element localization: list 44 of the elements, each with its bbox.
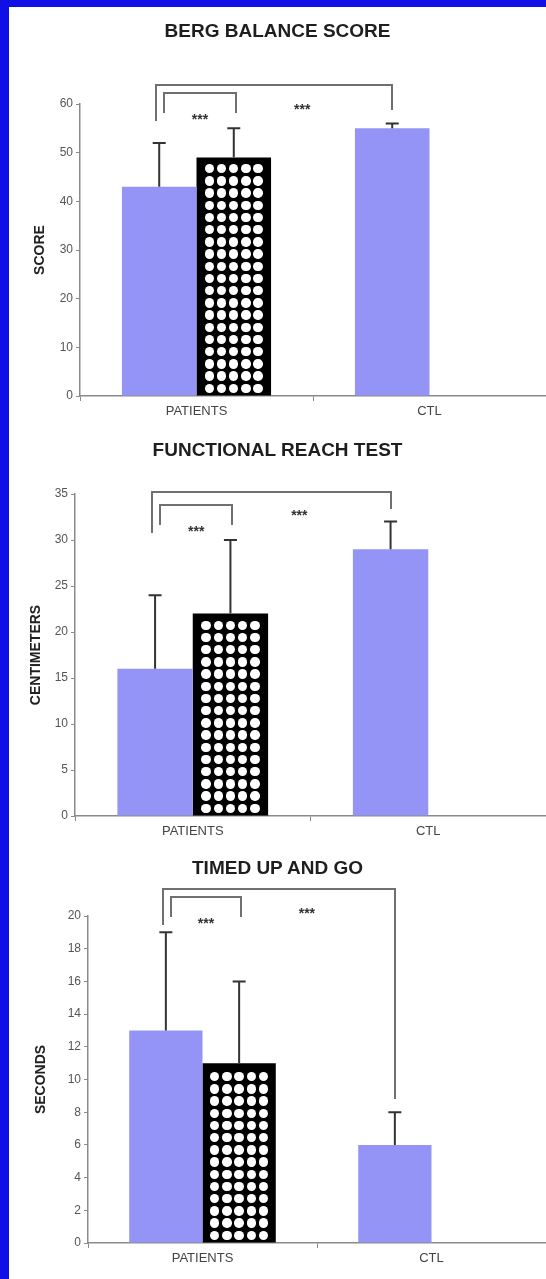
- y-tick-label: 4: [74, 1169, 82, 1184]
- y-tick-label: 0: [61, 808, 69, 823]
- x-tick-label: PATIENTS: [165, 403, 228, 419]
- y-tick-label: 15: [54, 670, 69, 685]
- y-tick-label: 10: [59, 339, 74, 354]
- y-tick-label: 50: [59, 144, 74, 159]
- y-tick-label: 40: [59, 193, 74, 208]
- y-tick-label: 0: [74, 1235, 82, 1250]
- y-tick-label: 14: [67, 1006, 82, 1021]
- annotation: ***: [191, 111, 209, 128]
- y-tick-label: 10: [67, 1071, 82, 1086]
- y-tick-label: 20: [67, 908, 82, 923]
- y-tick-label: 35: [54, 486, 69, 501]
- y-tick-label: 30: [59, 242, 74, 257]
- annotation: ***: [294, 101, 311, 118]
- y-tick-label: 6: [74, 1137, 82, 1152]
- y-axis-title: CENTIMETERS: [26, 604, 43, 706]
- x-tick-label: CTL: [417, 403, 442, 419]
- y-tick-label: 10: [54, 716, 69, 731]
- y-tick-label: 25: [54, 578, 69, 593]
- y-tick-label: 30: [54, 532, 69, 547]
- y-axis-title: SCORE: [30, 225, 47, 275]
- x-tick-label: CTL: [415, 823, 441, 839]
- y-tick-label: 20: [54, 624, 69, 639]
- x-tick-label: PATIENTS: [171, 1250, 234, 1266]
- y-tick-label: 5: [61, 762, 69, 777]
- chart-title: FUNCTIONAL REACH TEST: [152, 439, 403, 461]
- y-tick-label: 18: [67, 941, 82, 956]
- chart-title: TIMED UP AND GO: [191, 857, 364, 879]
- y-tick-label: 2: [74, 1202, 82, 1217]
- annotation: ***: [188, 522, 205, 539]
- y-tick-label: 20: [59, 290, 74, 305]
- y-tick-label: 8: [74, 1104, 82, 1119]
- chart-title: BERG BALANCE SCORE: [164, 20, 391, 42]
- y-tick-label: 16: [67, 973, 82, 988]
- y-axis-title: SECONDS: [31, 1044, 48, 1115]
- annotation: ***: [298, 905, 316, 922]
- y-tick-label: 12: [67, 1039, 82, 1054]
- annotation: ***: [197, 915, 215, 932]
- y-tick-label: 60: [59, 96, 74, 111]
- x-tick-label: PATIENTS: [161, 823, 224, 839]
- annotation: ***: [291, 507, 309, 524]
- y-tick-label: 0: [66, 388, 74, 403]
- x-tick-label: CTL: [419, 1250, 444, 1266]
